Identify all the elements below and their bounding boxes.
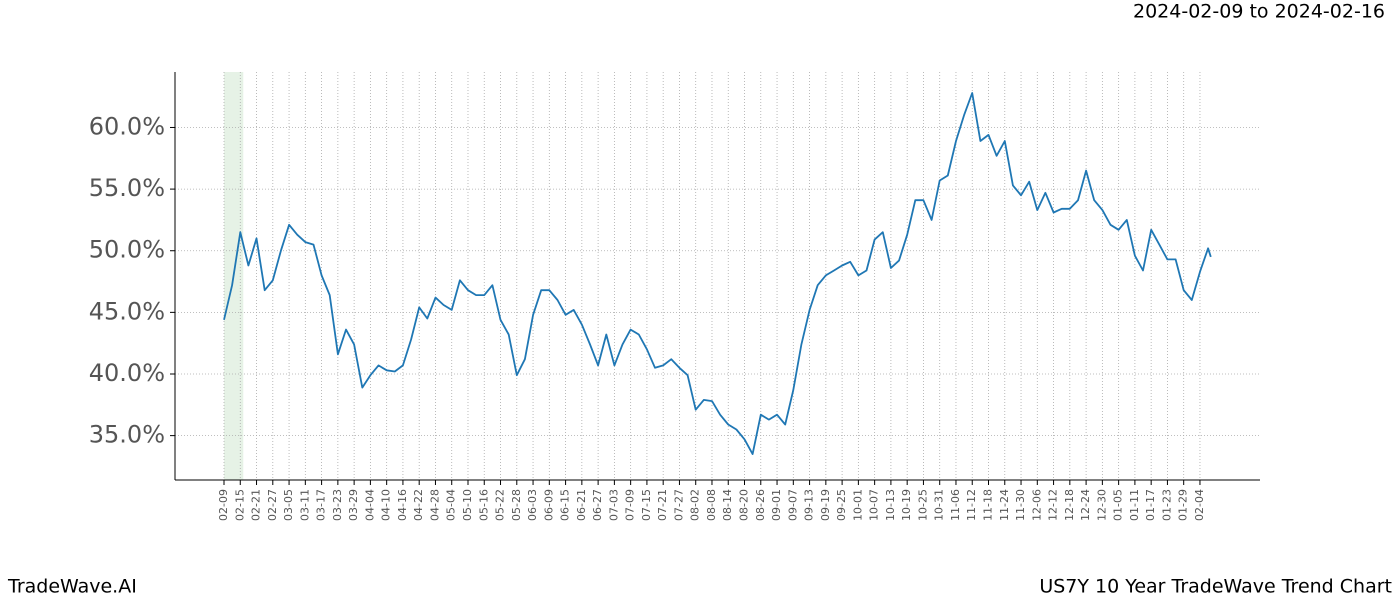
x-tick-label: 01-11 bbox=[1128, 489, 1141, 521]
x-tick-label: 11-06 bbox=[949, 489, 962, 521]
x-tick-label: 10-31 bbox=[933, 489, 946, 521]
x-tick-label: 07-21 bbox=[656, 489, 669, 521]
x-tick-label: 09-25 bbox=[835, 489, 848, 521]
x-tick-label: 07-15 bbox=[640, 489, 653, 521]
x-tick-label: 09-07 bbox=[786, 489, 799, 521]
x-tick-label: 03-05 bbox=[282, 489, 295, 521]
x-tick-label: 10-07 bbox=[868, 489, 881, 521]
x-tick-label: 02-27 bbox=[266, 489, 279, 521]
x-tick-label: 04-10 bbox=[380, 489, 393, 521]
x-tick-label: 07-03 bbox=[607, 489, 620, 521]
y-tick-label: 50.0% bbox=[89, 236, 165, 264]
x-tick-label: 07-09 bbox=[624, 489, 637, 521]
line-series bbox=[223, 92, 1212, 455]
y-tick-label: 45.0% bbox=[89, 297, 165, 325]
x-tick-label: 04-22 bbox=[412, 489, 425, 521]
y-tick-label: 60.0% bbox=[89, 112, 165, 140]
x-tick-label: 06-27 bbox=[591, 489, 604, 521]
x-tick-label: 04-16 bbox=[396, 489, 409, 521]
x-tick-label: 04-28 bbox=[428, 489, 441, 521]
x-tick-label: 10-25 bbox=[916, 489, 929, 521]
x-tick-label: 08-02 bbox=[689, 489, 702, 521]
x-tick-label: 01-23 bbox=[1160, 489, 1173, 521]
x-tick-label: 05-16 bbox=[477, 489, 490, 521]
y-tick-label: 35.0% bbox=[89, 421, 165, 449]
x-tick-label: 11-12 bbox=[965, 489, 978, 521]
x-tick-label: 06-03 bbox=[526, 489, 539, 521]
x-tick-label: 01-05 bbox=[1112, 489, 1125, 521]
y-tick-label: 55.0% bbox=[89, 174, 165, 202]
x-tick-label: 06-09 bbox=[542, 489, 555, 521]
x-tick-label: 05-04 bbox=[445, 489, 458, 521]
x-tick-label: 08-26 bbox=[754, 489, 767, 521]
x-tick-label: 03-11 bbox=[298, 489, 311, 521]
x-tick-label: 10-01 bbox=[851, 489, 864, 521]
x-tick-label: 05-10 bbox=[461, 489, 474, 521]
x-tick-label: 06-21 bbox=[575, 489, 588, 521]
x-tick-label: 12-30 bbox=[1095, 489, 1108, 521]
y-tick-label: 40.0% bbox=[89, 359, 165, 387]
x-tick-label: 02-15 bbox=[233, 489, 246, 521]
x-tick-label: 08-20 bbox=[738, 489, 751, 521]
x-tick-label: 03-29 bbox=[347, 489, 360, 521]
x-tick-label: 12-24 bbox=[1079, 489, 1092, 521]
x-tick-label: 12-06 bbox=[1030, 489, 1043, 521]
x-tick-label: 02-21 bbox=[250, 489, 263, 521]
x-tick-label: 03-17 bbox=[315, 489, 328, 521]
x-tick-label: 01-29 bbox=[1177, 489, 1190, 521]
x-tick-label: 12-18 bbox=[1063, 489, 1076, 521]
x-tick-label: 08-08 bbox=[705, 489, 718, 521]
x-tick-label: 11-24 bbox=[998, 489, 1011, 521]
date-range: 2024-02-09 to 2024-02-16 bbox=[1133, 1, 1385, 23]
x-tick-label: 02-09 bbox=[217, 489, 230, 521]
x-tick-label: 05-22 bbox=[494, 489, 507, 521]
x-tick-label: 09-13 bbox=[803, 489, 816, 521]
x-tick-label: 02-04 bbox=[1193, 489, 1206, 521]
x-tick-label: 07-27 bbox=[672, 489, 685, 521]
x-tick-label: 11-30 bbox=[1014, 489, 1027, 521]
x-tick-label: 09-19 bbox=[819, 489, 832, 521]
x-tick-label: 12-12 bbox=[1047, 489, 1060, 521]
brand: TradeWave.AI bbox=[7, 576, 137, 598]
x-tick-label: 01-17 bbox=[1144, 489, 1157, 521]
x-tick-label: 09-01 bbox=[770, 489, 783, 521]
x-tick-label: 06-15 bbox=[559, 489, 572, 521]
x-tick-label: 10-19 bbox=[900, 489, 913, 521]
x-tick-label: 05-28 bbox=[510, 489, 523, 521]
x-tick-label: 04-04 bbox=[363, 489, 376, 521]
chart-name: US7Y 10 Year TradeWave Trend Chart bbox=[1039, 576, 1392, 598]
x-tick-label: 11-18 bbox=[982, 489, 995, 521]
x-tick-label: 10-13 bbox=[884, 489, 897, 521]
x-tick-label: 08-14 bbox=[721, 489, 734, 521]
x-tick-label: 03-23 bbox=[331, 489, 344, 521]
